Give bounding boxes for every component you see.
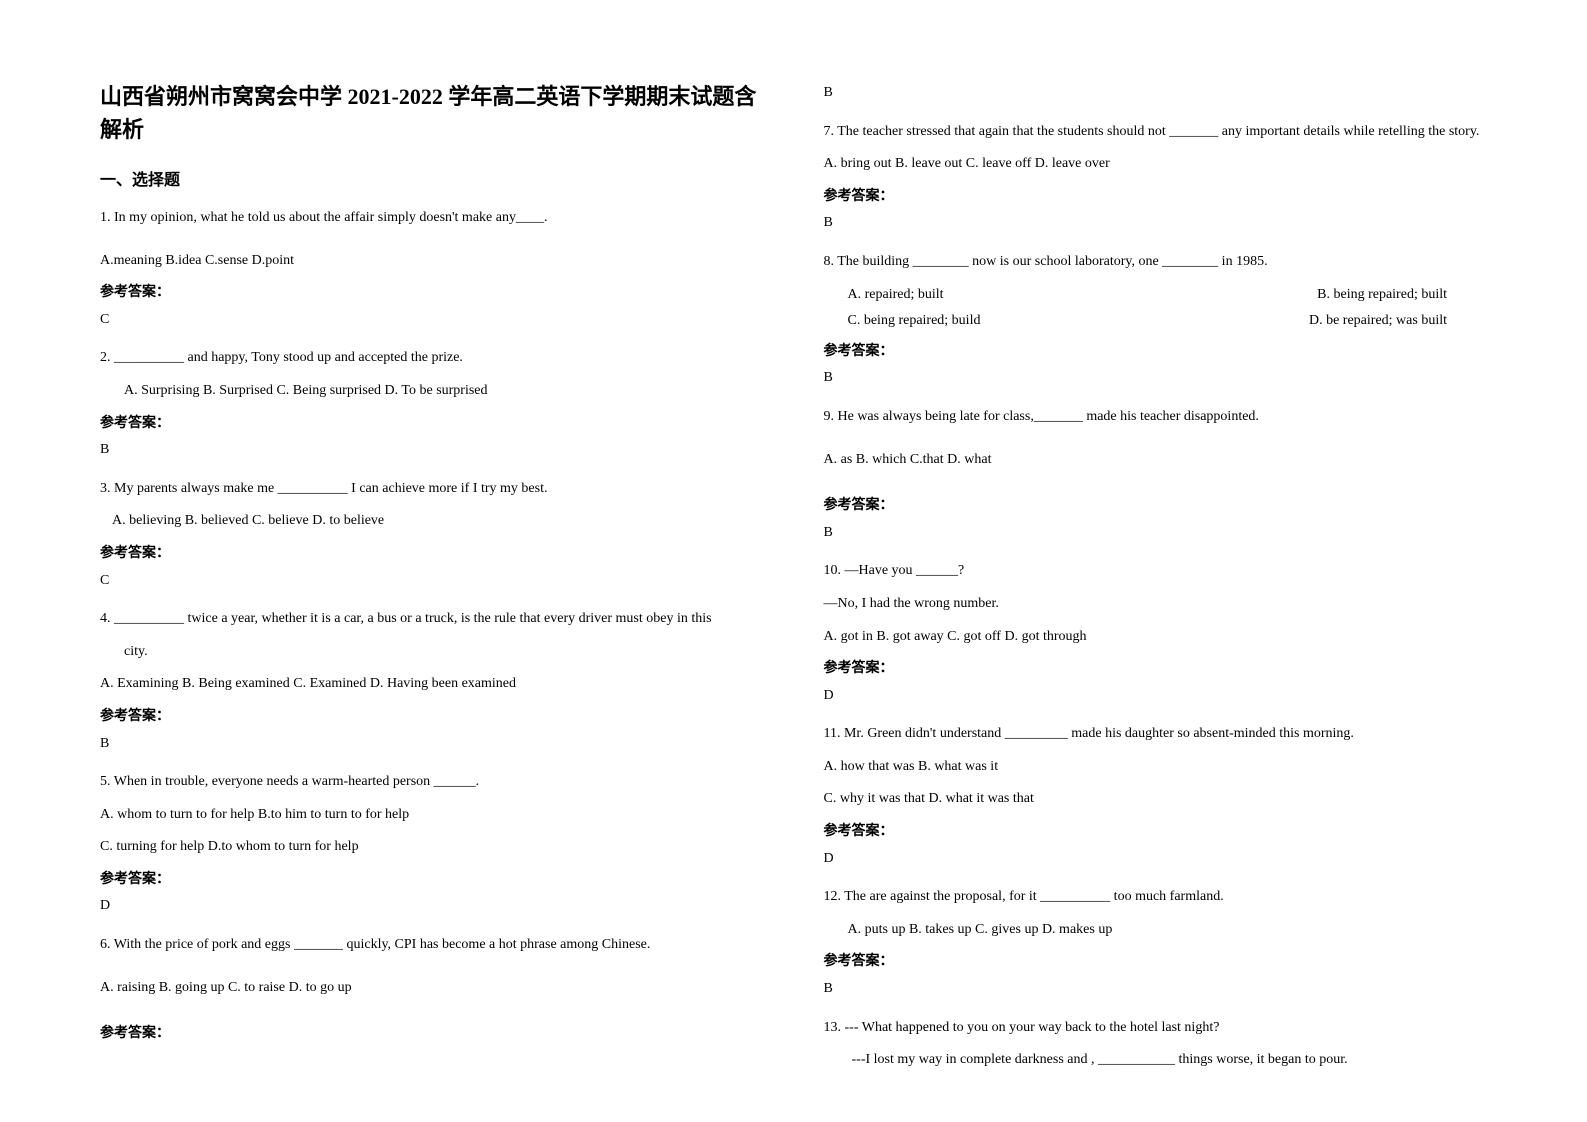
left-column: 山西省朔州市窝窝会中学 2021-2022 学年高二英语下学期期末试题含解析 一… <box>100 80 764 1080</box>
q9-answer: B <box>824 520 1488 547</box>
q5-options-line2: C. turning for help D.to whom to turn fo… <box>100 834 764 861</box>
q2-answer: B <box>100 437 764 464</box>
q8-options-row1: A. repaired; built B. being repaired; bu… <box>824 282 1488 309</box>
q2-stem: 2. __________ and happy, Tony stood up a… <box>100 345 764 372</box>
q10-stem-line2: —No, I had the wrong number. <box>824 591 1488 618</box>
answer-label: 参考答案： <box>824 184 1488 211</box>
q4-options: A. Examining B. Being examined C. Examin… <box>100 671 764 698</box>
answer-label: 参考答案： <box>100 280 764 307</box>
q13-stem-line1: 13. --- What happened to you on your way… <box>824 1015 1488 1042</box>
q11-options-line1: A. how that was B. what was it <box>824 754 1488 781</box>
q4-stem-line1: 4. __________ twice a year, whether it i… <box>100 606 764 633</box>
q11-answer: D <box>824 846 1488 873</box>
q13-stem-line2: ---I lost my way in complete darkness an… <box>824 1047 1488 1074</box>
q5-answer: D <box>100 893 764 920</box>
q6-stem: 6. With the price of pork and eggs _____… <box>100 932 764 959</box>
q10-stem-line1: 10. —Have you ______? <box>824 558 1488 585</box>
q1-answer: C <box>100 307 764 334</box>
answer-label: 参考答案： <box>100 411 764 438</box>
q1-options: A.meaning B.idea C.sense D.point <box>100 248 764 275</box>
document-title: 山西省朔州市窝窝会中学 2021-2022 学年高二英语下学期期末试题含解析 <box>100 80 764 146</box>
answer-label: 参考答案： <box>824 656 1488 683</box>
section-heading: 一、选择题 <box>100 166 764 190</box>
answer-label: 参考答案： <box>824 819 1488 846</box>
q7-options: A. bring out B. leave out C. leave off D… <box>824 151 1488 178</box>
q11-options-line2: C. why it was that D. what it was that <box>824 786 1488 813</box>
right-column: B 7. The teacher stressed that again tha… <box>824 80 1488 1080</box>
q12-options: A. puts up B. takes up C. gives up D. ma… <box>824 917 1488 944</box>
answer-label: 参考答案： <box>824 949 1488 976</box>
answer-label: 参考答案： <box>100 541 764 568</box>
q8-answer: B <box>824 365 1488 392</box>
answer-label: 参考答案： <box>824 493 1488 520</box>
answer-label: 参考答案： <box>824 339 1488 366</box>
q9-options: A. as B. which C.that D. what <box>824 447 1488 474</box>
q6-options: A. raising B. going up C. to raise D. to… <box>100 975 764 1002</box>
q7-stem: 7. The teacher stressed that again that … <box>824 119 1488 146</box>
q8-opt-a: A. repaired; built <box>848 282 944 309</box>
q8-options-row2: C. being repaired; build D. be repaired;… <box>824 308 1488 335</box>
q3-stem: 3. My parents always make me __________ … <box>100 476 764 503</box>
q4-stem-line2: city. <box>100 639 764 666</box>
answer-label: 参考答案： <box>100 1021 764 1048</box>
q1-stem: 1. In my opinion, what he told us about … <box>100 205 764 232</box>
q6-answer: B <box>824 80 1488 107</box>
q10-answer: D <box>824 683 1488 710</box>
q4-answer: B <box>100 731 764 758</box>
q10-options: A. got in B. got away C. got off D. got … <box>824 624 1488 651</box>
q8-stem: 8. The building ________ now is our scho… <box>824 249 1488 276</box>
q5-options-line1: A. whom to turn to for help B.to him to … <box>100 802 764 829</box>
page-container: 山西省朔州市窝窝会中学 2021-2022 学年高二英语下学期期末试题含解析 一… <box>100 80 1487 1080</box>
q11-stem: 11. Mr. Green didn't understand ________… <box>824 721 1488 748</box>
q3-options: A. believing B. believed C. believe D. t… <box>100 508 764 535</box>
q8-opt-d: D. be repaired; was built <box>1309 308 1487 335</box>
q3-answer: C <box>100 568 764 595</box>
q9-stem: 9. He was always being late for class,__… <box>824 404 1488 431</box>
answer-label: 参考答案： <box>100 704 764 731</box>
q8-opt-c: C. being repaired; build <box>848 308 981 335</box>
answer-label: 参考答案： <box>100 867 764 894</box>
q12-answer: B <box>824 976 1488 1003</box>
q12-stem: 12. The are against the proposal, for it… <box>824 884 1488 911</box>
q5-stem: 5. When in trouble, everyone needs a war… <box>100 769 764 796</box>
q2-options: A. Surprising B. Surprised C. Being surp… <box>100 378 764 405</box>
q8-opt-b: B. being repaired; built <box>1317 282 1487 309</box>
q7-answer: B <box>824 210 1488 237</box>
